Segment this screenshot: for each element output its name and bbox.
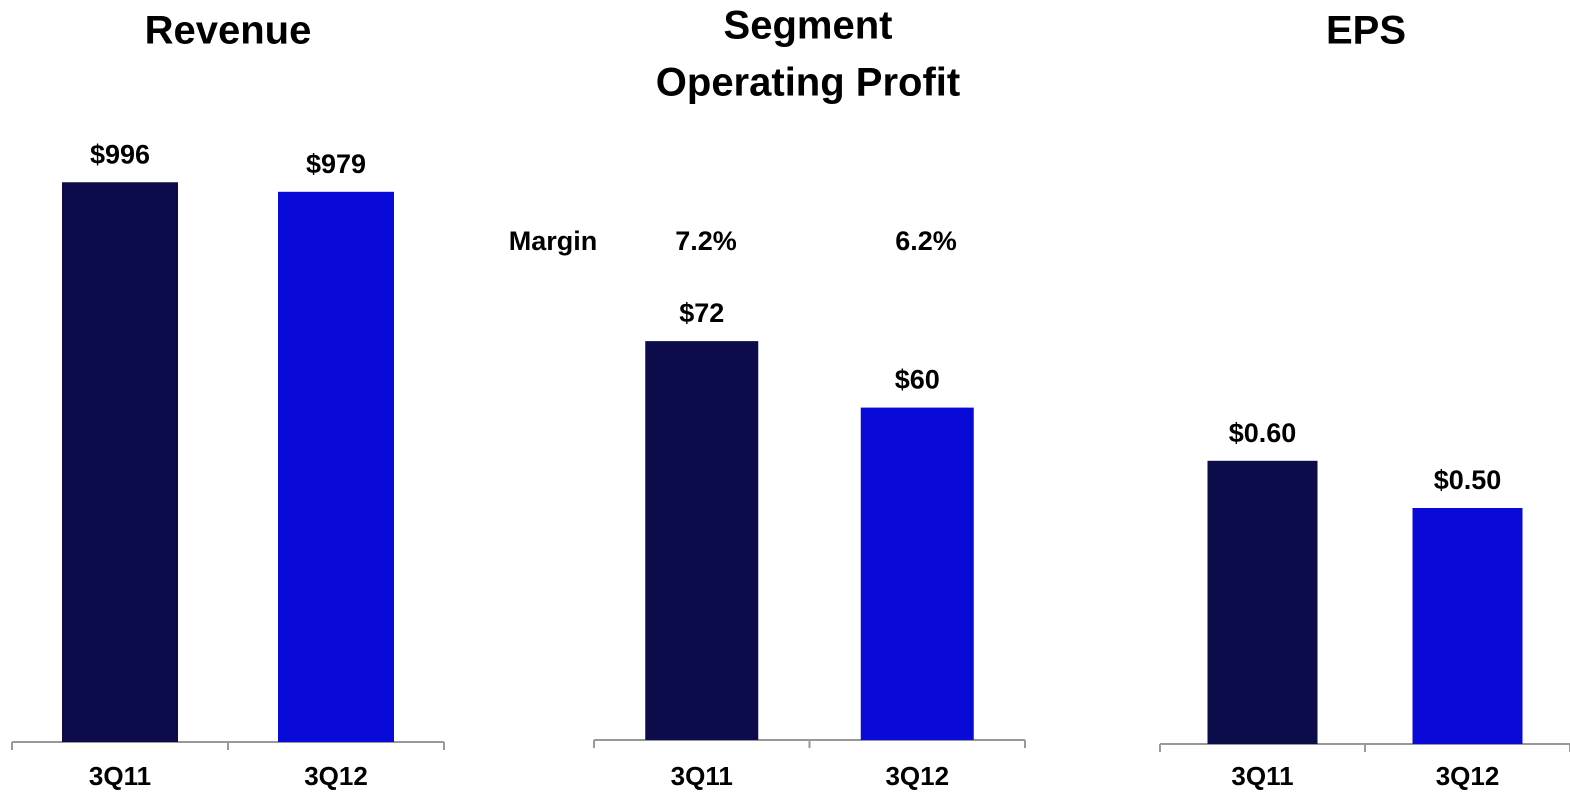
category-label: 3Q12 [885, 761, 949, 791]
category-label: 3Q12 [304, 761, 368, 791]
bar [1412, 508, 1523, 744]
bar [860, 407, 974, 740]
category-label: 3Q12 [1436, 761, 1500, 791]
value-label: $72 [679, 298, 724, 328]
bar [62, 182, 178, 743]
bar [278, 191, 394, 742]
chart-title: Segment [724, 4, 893, 48]
chart-title: Operating Profit [656, 61, 960, 105]
bar [1207, 460, 1318, 744]
bar [645, 341, 759, 740]
value-label: $0.60 [1229, 418, 1297, 448]
annotation: 7.2% [675, 226, 737, 256]
category-label: 3Q11 [1231, 761, 1293, 791]
annotation: Margin [509, 226, 598, 256]
value-label: $979 [306, 149, 366, 179]
chart-title: Revenue [145, 9, 312, 53]
value-label: $60 [895, 365, 940, 395]
chart-title: EPS [1326, 9, 1406, 53]
category-label: 3Q11 [89, 761, 151, 791]
value-label: $0.50 [1434, 465, 1502, 495]
category-label: 3Q11 [671, 761, 733, 791]
annotation: 6.2% [895, 226, 957, 256]
value-label: $996 [90, 139, 150, 169]
